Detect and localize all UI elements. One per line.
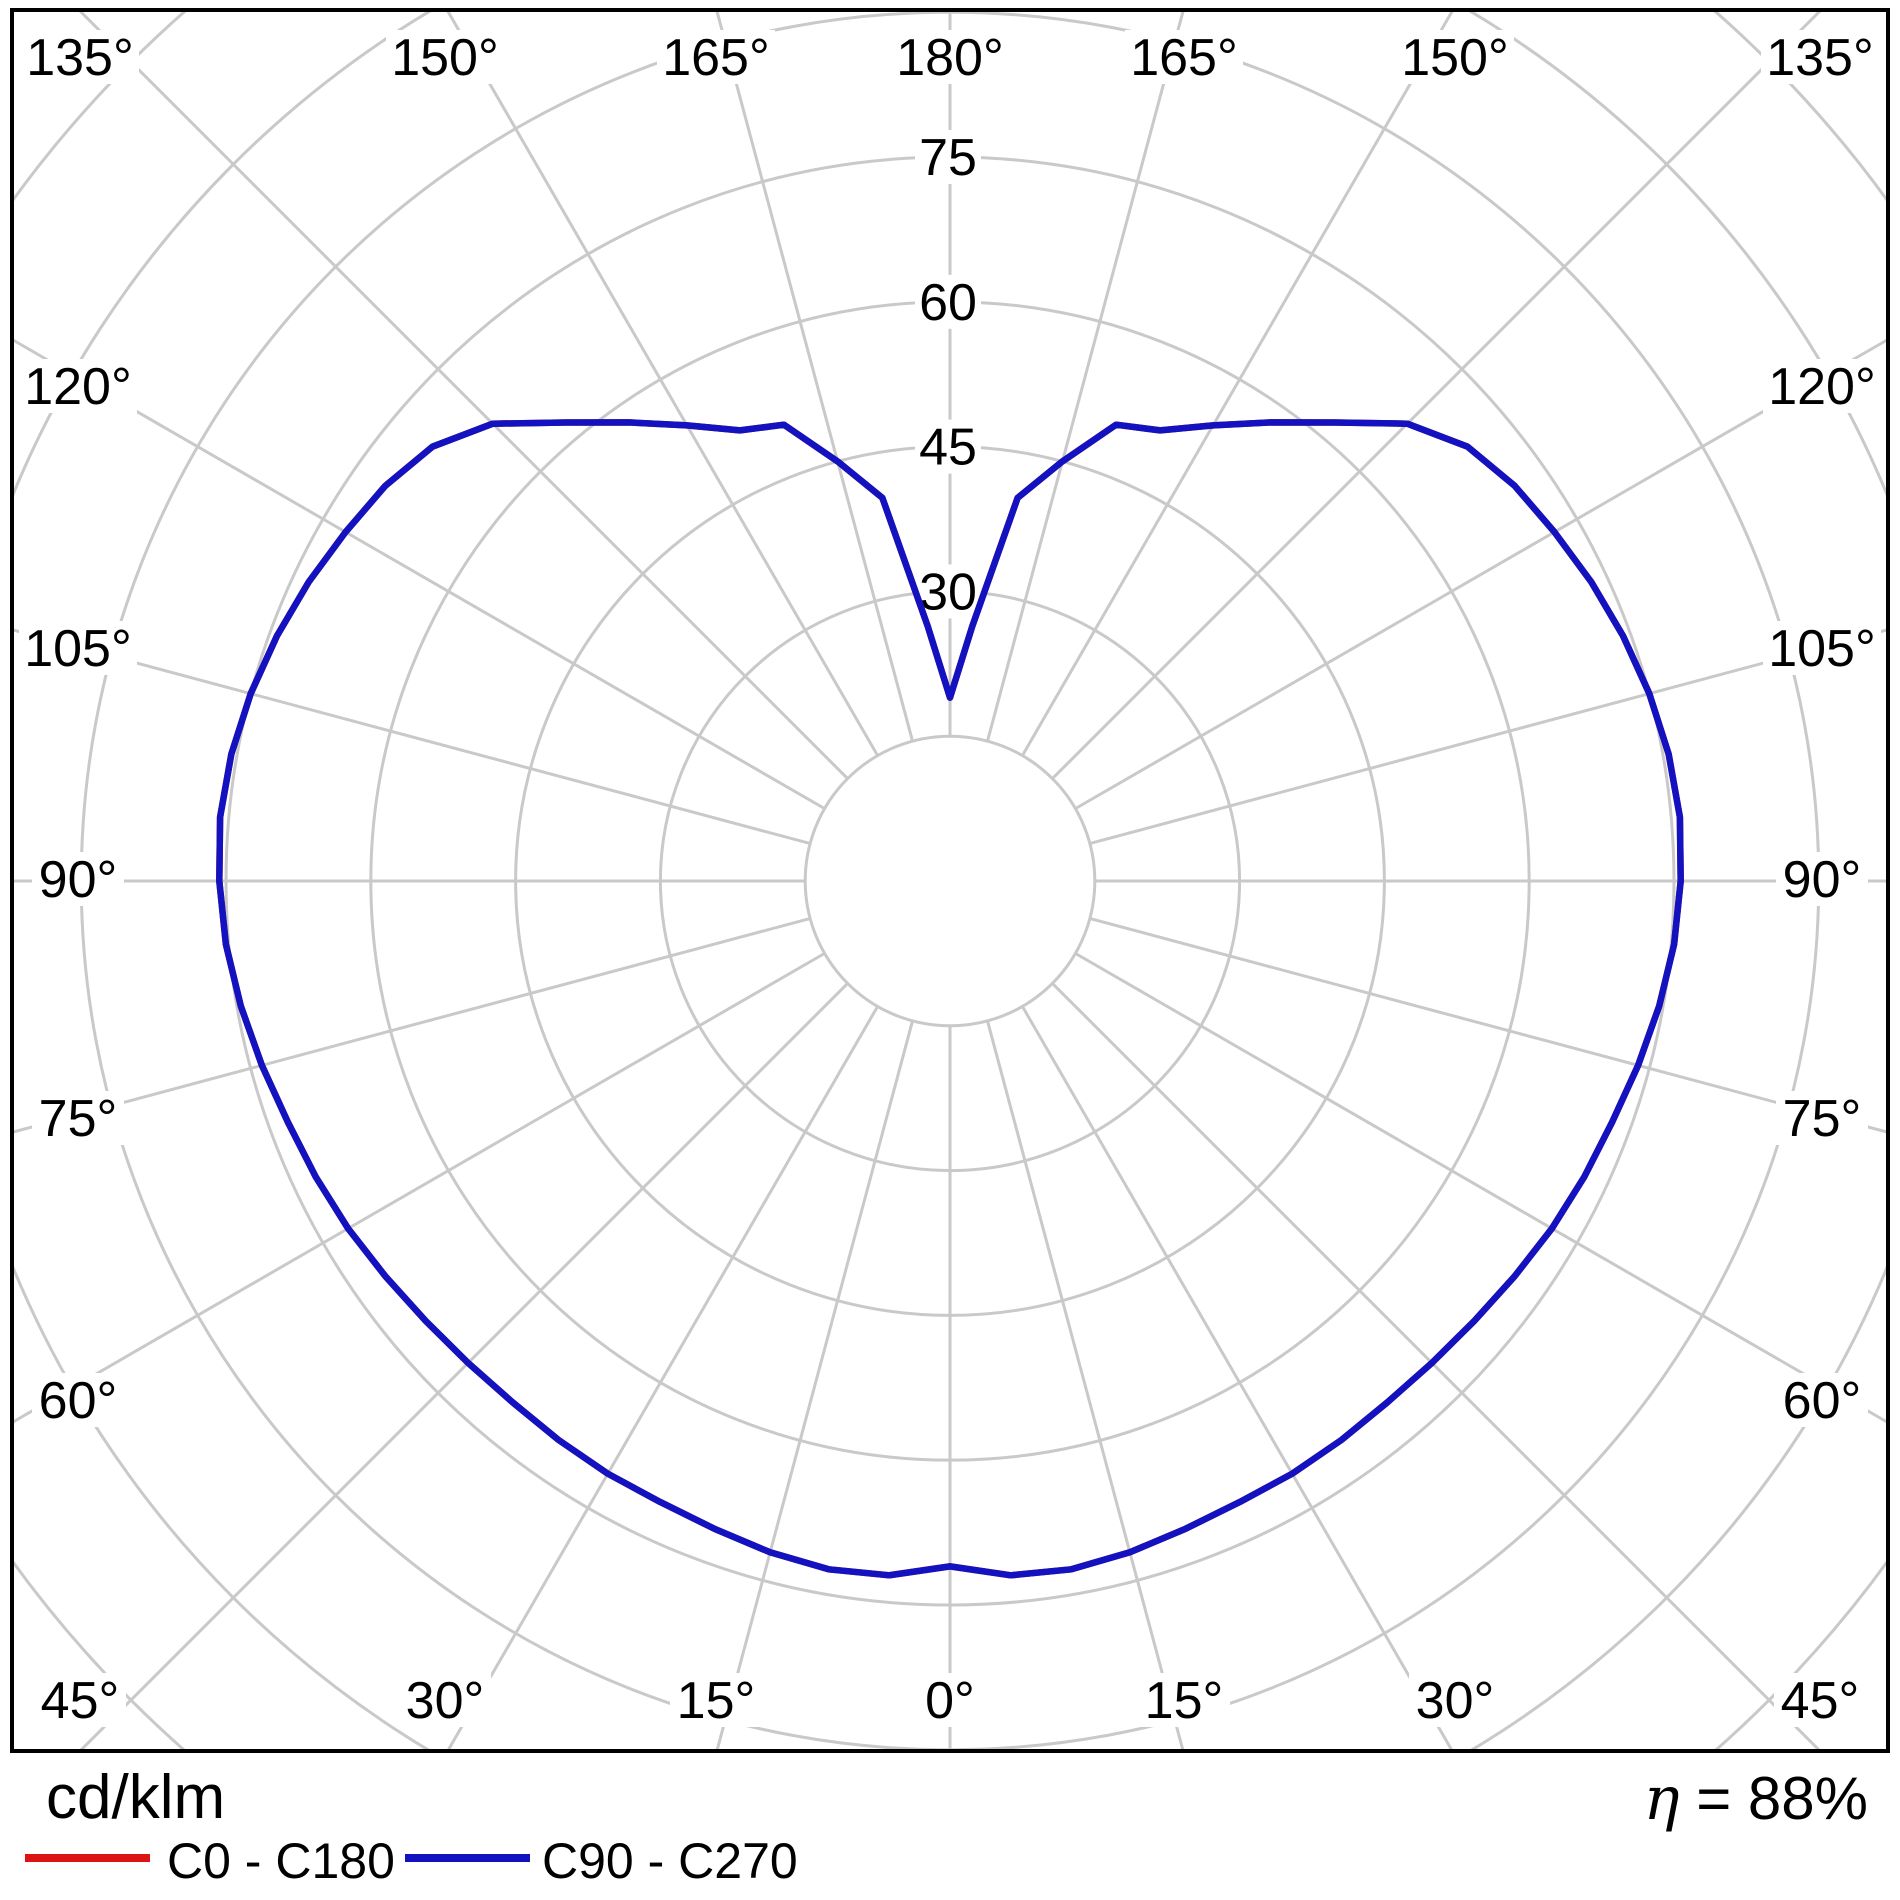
angle-label-bottom: 30°: [406, 1672, 485, 1730]
axis-labels: 30 45 60 75 135° 150° 165° 180° 165° 150° 135° 45° 3…: [19, 29, 1881, 1730]
angle-label-top-bg: [1761, 30, 1879, 84]
angle-label-bottom: 45°: [1781, 1672, 1860, 1730]
angle-label-top-bg: [386, 30, 504, 84]
chart-border: [10, 8, 1890, 1753]
legend-label-c90-c270: C90 - C270: [542, 1833, 798, 1889]
eta-symbol: η: [1643, 1764, 1680, 1834]
angle-label-bottom-bg: [670, 1673, 762, 1727]
angle-label-right: 60°: [1783, 1372, 1862, 1430]
angle-label-bottom: 45°: [41, 1672, 120, 1730]
angle-label-bottom-bg: [34, 1673, 126, 1727]
angle-label-left-bg: [32, 1373, 124, 1427]
angle-label-top: 165°: [1130, 29, 1238, 87]
angle-label-bottom-bg: [1409, 1673, 1501, 1727]
angle-label-left: 75°: [39, 1090, 118, 1148]
grid-ray: [1051, 10, 1824, 780]
angle-label-right-bg: [1763, 359, 1881, 413]
legend-swatch-c90-c270: [405, 1854, 530, 1862]
intensity-curves: [216, 419, 1684, 1579]
efficiency-readout: η = 88%: [1644, 1764, 1868, 1834]
grid-ray: [1074, 337, 1888, 810]
grid-ray: [1021, 10, 1455, 757]
angle-label-right-bg: [1763, 621, 1881, 675]
angle-label-top-bg: [1396, 30, 1514, 84]
angle-label-left-bg: [19, 621, 137, 675]
angle-label-left-bg: [32, 1091, 124, 1145]
grid-ray: [1089, 917, 1888, 1134]
angle-label-top: 150°: [391, 29, 499, 87]
radial-tick-label-bg: [915, 130, 981, 185]
angle-label-top: 180°: [896, 29, 1004, 87]
grid-ray: [445, 1005, 879, 1751]
grid-ray: [12, 628, 811, 845]
angle-label-bottom-bg: [917, 1673, 983, 1727]
efficiency-value: = 88%: [1679, 1765, 1868, 1832]
grid-ray: [77, 982, 849, 1751]
radial-tick-label-bg: [915, 274, 981, 329]
angle-label-left: 105°: [24, 620, 132, 678]
grid-ray: [12, 917, 811, 1134]
angle-label-right: 90°: [1783, 851, 1862, 909]
grid-ray: [12, 952, 826, 1425]
angle-label-top-bg: [657, 30, 775, 84]
grid-ray: [1089, 628, 1888, 845]
angle-label-right-bg: [1776, 852, 1868, 906]
angle-label-right: 120°: [1768, 358, 1876, 416]
grid-ray: [715, 1020, 914, 1751]
grid-ray: [986, 1020, 1185, 1751]
angle-label-bottom: 15°: [677, 1672, 756, 1730]
radial-tick-label: 75: [919, 129, 977, 187]
angle-label-top-bg: [891, 30, 1009, 84]
angle-label-top-bg: [21, 30, 139, 84]
radial-tick-label: 60: [919, 274, 977, 332]
angle-label-bottom-bg: [399, 1673, 491, 1727]
angle-label-bottom-bg: [1774, 1673, 1866, 1727]
angle-label-right-bg: [1776, 1373, 1868, 1427]
grid-ray: [1051, 982, 1823, 1751]
angle-label-left-bg: [32, 852, 124, 906]
angle-label-right: 105°: [1768, 620, 1876, 678]
grid-ray: [986, 10, 1185, 742]
grid-ray: [12, 337, 826, 810]
angle-label-top: 165°: [662, 29, 770, 87]
grid-ring: [803, 734, 1097, 1028]
angle-label-top: 135°: [26, 29, 134, 87]
legend-label-c0-c180: C0 - C180: [167, 1833, 395, 1889]
angle-label-right: 75°: [1783, 1090, 1862, 1148]
radial-tick-label-bg: [915, 419, 981, 474]
radial-tick-label: 30: [919, 563, 977, 621]
angle-label-bottom: 0°: [925, 1672, 975, 1730]
grid-ray: [1021, 1005, 1455, 1751]
grid-ray: [715, 10, 914, 742]
angle-label-top: 135°: [1766, 29, 1874, 87]
radial-tick-label: 45: [919, 419, 977, 477]
legend-swatch-c0-c180: [25, 1854, 150, 1862]
curve-c90-c270: [216, 419, 1684, 1579]
grid-ray: [445, 10, 879, 757]
angle-label-top-bg: [1125, 30, 1243, 84]
grid-ray: [1074, 952, 1888, 1425]
radial-tick-label-bg: [915, 564, 981, 619]
unit-label: cd/klm: [46, 1763, 226, 1832]
angle-label-bottom-bg: [1138, 1673, 1230, 1727]
angle-label-bottom: 30°: [1416, 1672, 1495, 1730]
grid-ray: [76, 10, 849, 780]
angle-label-left-bg: [19, 359, 137, 413]
angle-label-left: 90°: [39, 851, 118, 909]
angle-label-left: 120°: [24, 358, 132, 416]
angle-label-bottom: 15°: [1145, 1672, 1224, 1730]
angle-label-right-bg: [1776, 1091, 1868, 1145]
angle-label-top: 150°: [1401, 29, 1509, 87]
angle-label-left: 60°: [39, 1372, 118, 1430]
